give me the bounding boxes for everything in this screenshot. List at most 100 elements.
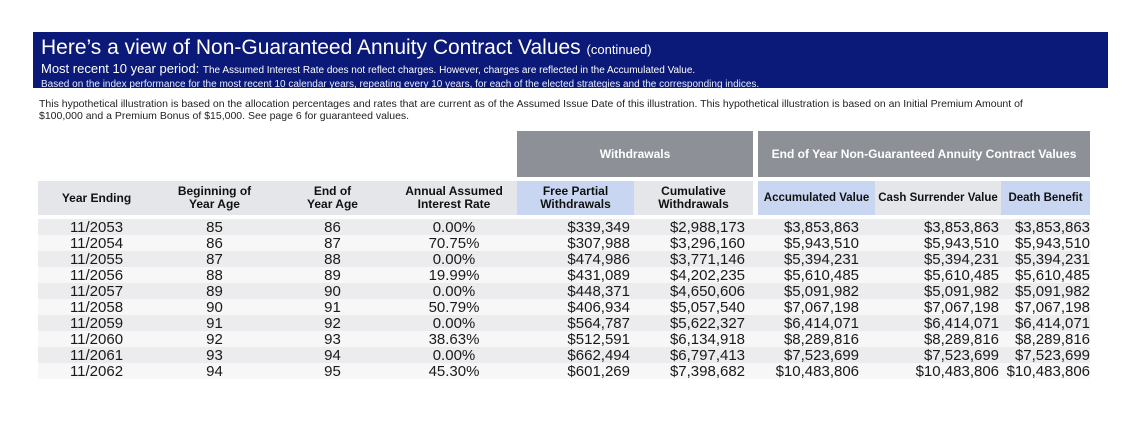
- cell-cash-surrender: $8,289,816: [875, 331, 1002, 347]
- cell-cash-surrender: $7,067,198: [875, 299, 1002, 315]
- col-end-age-label: End of Year Age: [307, 184, 358, 211]
- cell-cumulative: $6,797,413: [634, 347, 754, 363]
- cell-end-age: 90: [274, 283, 391, 299]
- cell-accumulated: $5,943,510: [758, 235, 876, 251]
- col-interest-rate: Annual Assumed Interest Rate: [391, 181, 517, 215]
- cell-interest-rate: 0.00%: [391, 219, 517, 235]
- cell-free-partial: $307,988: [517, 235, 634, 251]
- table-row: 11/2058 90 91 50.79% $406,934 $5,057,540…: [38, 299, 1091, 315]
- cell-cumulative: $6,134,918: [634, 331, 754, 347]
- cell-beginning-age: 88: [155, 267, 274, 283]
- cell-death-benefit: $7,523,699: [1001, 347, 1091, 363]
- cell-cash-surrender: $3,853,863: [875, 219, 1002, 235]
- cell-cumulative: $3,296,160: [634, 235, 754, 251]
- cell-free-partial: $448,371: [517, 283, 634, 299]
- cell-interest-rate: 45.30%: [391, 363, 517, 379]
- table-row: 11/2054 86 87 70.75% $307,988 $3,296,160…: [38, 235, 1091, 251]
- cell-death-benefit: $3,853,863: [1001, 219, 1091, 235]
- cell-death-benefit: $8,289,816: [1001, 331, 1091, 347]
- cell-interest-rate: 19.99%: [391, 267, 517, 283]
- cell-free-partial: $339,349: [517, 219, 634, 235]
- group-header-withdrawals: Withdrawals: [517, 131, 754, 177]
- page-title-text: Here’s a view of Non-Guaranteed Annuity …: [41, 36, 581, 59]
- cell-beginning-age: 94: [155, 363, 274, 379]
- cell-end-age: 87: [274, 235, 391, 251]
- cell-year-ending: 11/2053: [38, 219, 155, 235]
- cell-free-partial: $662,494: [517, 347, 634, 363]
- cell-free-partial: $431,089: [517, 267, 634, 283]
- cell-end-age: 95: [274, 363, 391, 379]
- table-row: 11/2060 92 93 38.63% $512,591 $6,134,918…: [38, 331, 1091, 347]
- cell-divider: [753, 219, 759, 235]
- cell-divider: [753, 283, 759, 299]
- cell-cumulative: $4,650,606: [634, 283, 754, 299]
- cell-free-partial: $406,934: [517, 299, 634, 315]
- cell-cash-surrender: $5,610,485: [875, 267, 1002, 283]
- table-row: 11/2057 89 90 0.00% $448,371 $4,650,606 …: [38, 283, 1091, 299]
- cell-beginning-age: 93: [155, 347, 274, 363]
- cell-interest-rate: 70.75%: [391, 235, 517, 251]
- cell-accumulated: $5,610,485: [758, 267, 876, 283]
- cell-end-age: 86: [274, 219, 391, 235]
- cell-year-ending: 11/2060: [38, 331, 155, 347]
- cell-cumulative: $7,398,682: [634, 363, 754, 379]
- cell-cumulative: $2,988,173: [634, 219, 754, 235]
- cell-end-age: 91: [274, 299, 391, 315]
- title-suffix: (continued): [586, 42, 652, 57]
- cell-divider: [753, 267, 759, 283]
- cell-death-benefit: $5,091,982: [1001, 283, 1091, 299]
- cell-cumulative: $4,202,235: [634, 267, 754, 283]
- table-row: 11/2056 88 89 19.99% $431,089 $4,202,235…: [38, 267, 1091, 283]
- cell-accumulated: $10,483,806: [758, 363, 876, 379]
- table-row: 11/2055 87 88 0.00% $474,986 $3,771,146 …: [38, 251, 1091, 267]
- table-row: 11/2059 91 92 0.00% $564,787 $5,622,327 …: [38, 315, 1091, 331]
- group-header-divider: [753, 131, 759, 177]
- cell-cash-surrender: $7,523,699: [875, 347, 1002, 363]
- cell-year-ending: 11/2058: [38, 299, 155, 315]
- column-header-row: Year Ending Beginning of Year Age End of…: [38, 181, 1091, 215]
- cell-year-ending: 11/2059: [38, 315, 155, 331]
- period-label: Most recent 10 year period:: [41, 61, 200, 76]
- col-free-partial-withdrawals: Free Partial Withdrawals: [517, 181, 634, 215]
- section-banner: Here’s a view of Non-Guaranteed Annuity …: [33, 32, 1108, 90]
- cell-divider: [753, 235, 759, 251]
- cell-beginning-age: 87: [155, 251, 274, 267]
- cell-cash-surrender: $5,394,231: [875, 251, 1002, 267]
- cell-end-age: 88: [274, 251, 391, 267]
- cell-cash-surrender: $6,414,071: [875, 315, 1002, 331]
- cell-accumulated: $7,067,198: [758, 299, 876, 315]
- period-line: Most recent 10 year period: The Assumed …: [41, 62, 1100, 78]
- table-row: 11/2061 93 94 0.00% $662,494 $6,797,413 …: [38, 347, 1091, 363]
- cell-interest-rate: 0.00%: [391, 283, 517, 299]
- cell-cash-surrender: $5,943,510: [875, 235, 1002, 251]
- group-header-values: End of Year Non-Guaranteed Annuity Contr…: [758, 131, 1091, 177]
- cell-year-ending: 11/2054: [38, 235, 155, 251]
- contract-values-table: Withdrawals End of Year Non-Guaranteed A…: [38, 131, 1091, 379]
- cell-accumulated: $8,289,816: [758, 331, 876, 347]
- col-divider: [753, 181, 759, 215]
- cell-interest-rate: 0.00%: [391, 315, 517, 331]
- cell-year-ending: 11/2061: [38, 347, 155, 363]
- group-header-row: Withdrawals End of Year Non-Guaranteed A…: [38, 131, 1091, 177]
- cell-cumulative: $5,622,327: [634, 315, 754, 331]
- cell-accumulated: $7,523,699: [758, 347, 876, 363]
- cell-free-partial: $512,591: [517, 331, 634, 347]
- col-interest-rate-label: Annual Assumed Interest Rate: [405, 184, 503, 211]
- cell-divider: [753, 347, 759, 363]
- cell-divider: [753, 299, 759, 315]
- col-year-ending: Year Ending: [38, 181, 155, 215]
- cell-cumulative: $5,057,540: [634, 299, 754, 315]
- col-accumulated-value: Accumulated Value: [758, 181, 876, 215]
- cell-free-partial: $601,269: [517, 363, 634, 379]
- cell-divider: [753, 315, 759, 331]
- cell-death-benefit: $5,943,510: [1001, 235, 1091, 251]
- cell-year-ending: 11/2057: [38, 283, 155, 299]
- cell-accumulated: $6,414,071: [758, 315, 876, 331]
- cell-end-age: 92: [274, 315, 391, 331]
- cell-death-benefit: $10,483,806: [1001, 363, 1091, 379]
- cell-divider: [753, 331, 759, 347]
- table-row: 11/2062 94 95 45.30% $601,269 $7,398,682…: [38, 363, 1091, 379]
- cell-cumulative: $3,771,146: [634, 251, 754, 267]
- col-free-partial-label: Free Partial Withdrawals: [540, 184, 611, 211]
- cell-year-ending: 11/2055: [38, 251, 155, 267]
